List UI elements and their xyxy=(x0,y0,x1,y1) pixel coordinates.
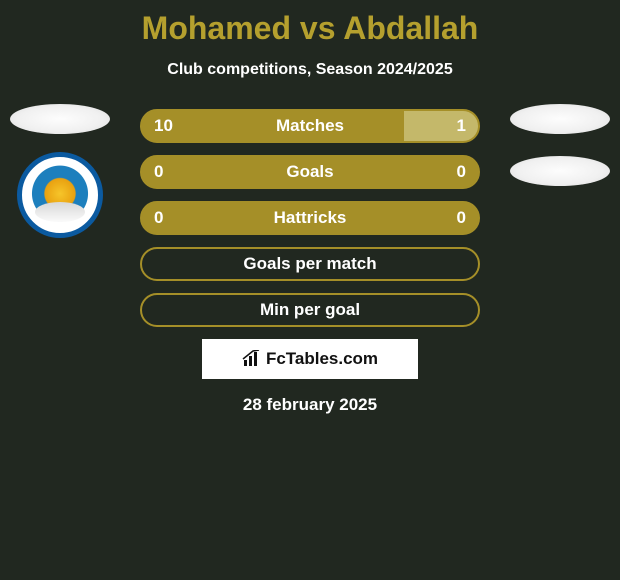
stat-row-hattricks: 0 Hattricks 0 xyxy=(140,201,480,235)
player-photo-placeholder-right-2 xyxy=(510,156,610,186)
stat-row-matches-right-val: 1 xyxy=(457,111,466,141)
stat-row-goals-right-val: 0 xyxy=(457,157,466,187)
player-photo-placeholder-left xyxy=(10,104,110,134)
stat-row-hattricks-right-val: 0 xyxy=(457,203,466,233)
page-subtitle: Club competitions, Season 2024/2025 xyxy=(0,61,620,79)
page-title: Mohamed vs Abdallah xyxy=(0,0,620,47)
club-logo-left-wing xyxy=(35,202,85,222)
stat-row-matches-label: Matches xyxy=(142,111,478,141)
comparison-content: 10 Matches 1 0 Goals 0 0 Hattricks 0 Goa… xyxy=(0,109,620,415)
date-label: 28 february 2025 xyxy=(0,395,620,415)
stat-row-matches: 10 Matches 1 xyxy=(140,109,480,143)
brand-attribution[interactable]: FcTables.com xyxy=(202,339,418,379)
right-player-column xyxy=(500,109,620,186)
stat-row-goals: 0 Goals 0 xyxy=(140,155,480,189)
stat-row-mpg-label: Min per goal xyxy=(142,295,478,325)
bar-chart-icon xyxy=(242,350,262,368)
club-logo-left xyxy=(17,152,103,238)
brand-text: FcTables.com xyxy=(266,349,378,369)
stat-row-goals-label: Goals xyxy=(142,157,478,187)
stat-row-hattricks-label: Hattricks xyxy=(142,203,478,233)
stat-bars: 10 Matches 1 0 Goals 0 0 Hattricks 0 Goa… xyxy=(140,109,480,327)
player-photo-placeholder-right-1 xyxy=(510,104,610,134)
left-player-column xyxy=(0,109,120,238)
club-logo-left-inner xyxy=(25,160,95,230)
stat-row-mpg: Min per goal xyxy=(140,293,480,327)
stat-row-gpm-label: Goals per match xyxy=(142,249,478,279)
stat-row-gpm: Goals per match xyxy=(140,247,480,281)
